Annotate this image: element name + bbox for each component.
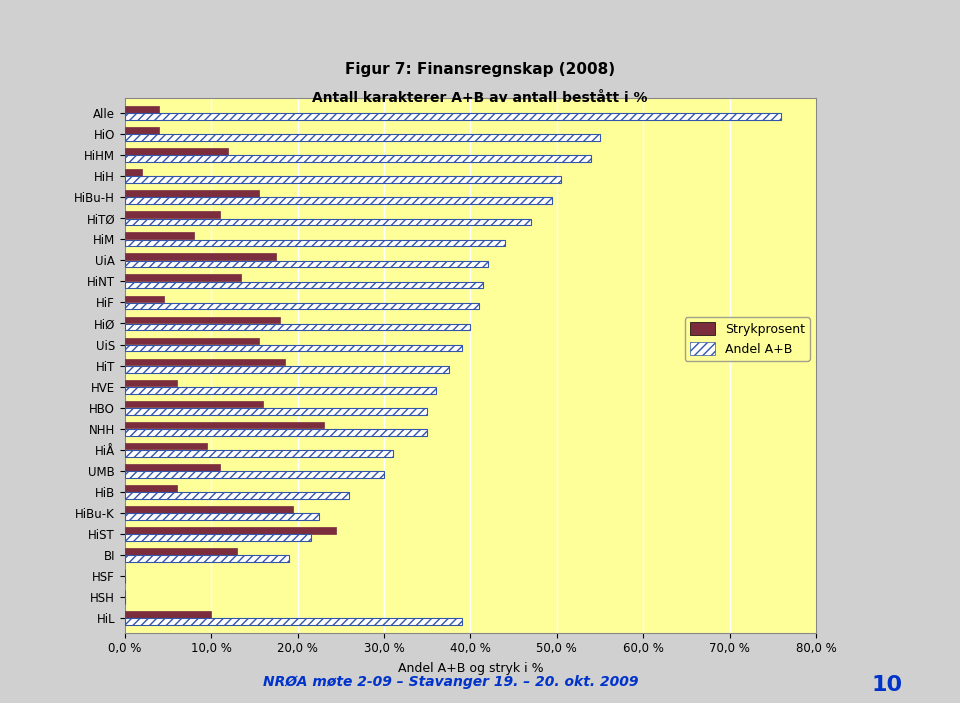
Bar — [125, 316, 280, 323]
Bar — [125, 429, 427, 436]
Bar — [125, 527, 337, 534]
Bar — [125, 611, 211, 618]
Bar — [125, 471, 384, 477]
Bar — [125, 387, 436, 394]
Bar — [125, 169, 142, 176]
Bar — [125, 295, 163, 302]
Bar — [125, 148, 228, 155]
Bar — [125, 548, 237, 555]
Bar — [125, 618, 462, 625]
Text: NRØA møte 2-09 – Stavanger 19. – 20. okt. 2009: NRØA møte 2-09 – Stavanger 19. – 20. okt… — [263, 675, 639, 689]
Bar — [125, 191, 259, 197]
Bar — [125, 303, 479, 309]
Bar — [125, 506, 294, 512]
Bar — [125, 155, 591, 162]
Bar — [125, 380, 177, 387]
Bar — [125, 513, 319, 520]
Bar — [125, 233, 194, 239]
Bar — [125, 106, 159, 113]
Bar — [125, 464, 220, 470]
Bar — [125, 212, 220, 218]
Bar — [125, 401, 263, 408]
Text: Antall karakterer A+B av antall bestått i %: Antall karakterer A+B av antall bestått … — [312, 91, 648, 105]
Bar — [125, 127, 159, 134]
Bar — [125, 219, 531, 225]
Bar — [125, 240, 505, 246]
Bar — [125, 274, 242, 281]
Bar — [125, 359, 284, 366]
Bar — [125, 176, 562, 183]
Bar — [125, 254, 276, 260]
Bar — [125, 555, 289, 562]
Bar — [125, 485, 177, 491]
Bar — [125, 492, 349, 498]
Bar — [125, 443, 207, 449]
Bar — [125, 198, 553, 205]
Text: Figur 7: Finansregnskap (2008): Figur 7: Finansregnskap (2008) — [345, 63, 615, 77]
Legend: Strykprosent, Andel A+B: Strykprosent, Andel A+B — [684, 317, 809, 361]
Bar — [125, 422, 324, 428]
Bar — [125, 323, 470, 330]
X-axis label: Andel A+B og stryk i %: Andel A+B og stryk i % — [397, 662, 543, 676]
Bar — [125, 282, 484, 288]
Bar — [125, 366, 449, 373]
Text: 10: 10 — [872, 676, 902, 695]
Bar — [125, 450, 393, 457]
Bar — [125, 408, 427, 415]
Bar — [125, 337, 259, 344]
Bar — [125, 134, 600, 141]
Bar — [125, 261, 488, 267]
Bar — [125, 344, 462, 352]
Bar — [125, 534, 311, 541]
Bar — [125, 113, 781, 120]
